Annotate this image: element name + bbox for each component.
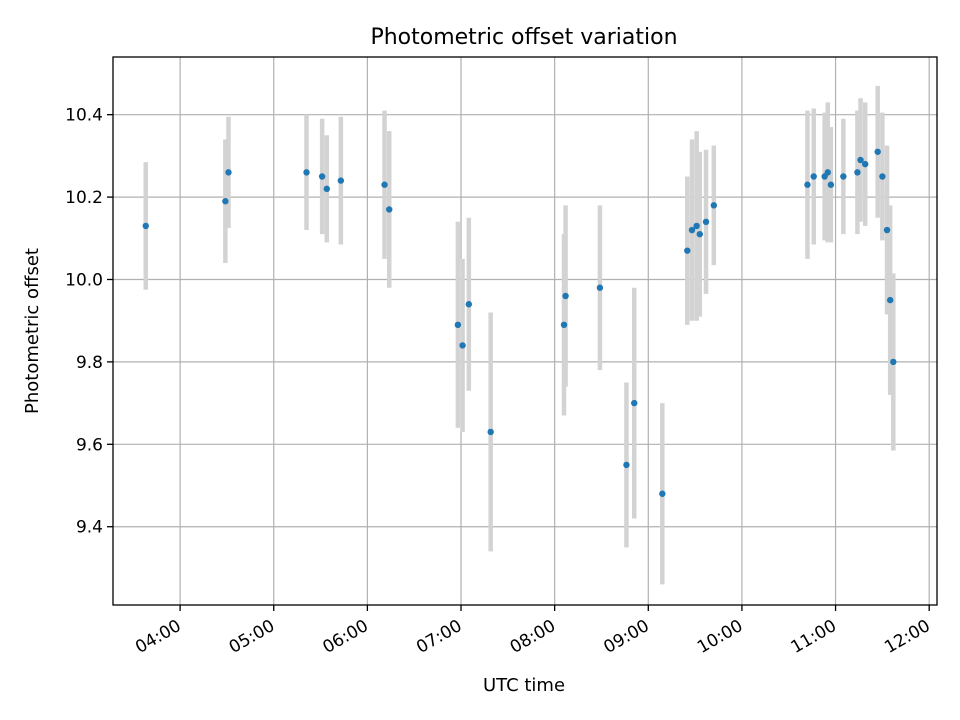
y-tick-label: 9.4 [76,518,103,538]
x-tick-label: 11:00 [788,616,840,658]
data-point [381,181,388,188]
data-point [454,321,462,329]
data-point [142,222,149,230]
data-point [874,148,881,155]
data-point [225,169,232,176]
error-bars [143,85,896,585]
x-tick-label: 09:00 [600,616,652,658]
data-point [465,301,473,308]
x-tick-label: 08:00 [507,616,559,658]
data-point [840,173,847,180]
x-axis: 04:00 05:00 06:00 07:00 08:00 09:00 10:00 11:00… [132,605,934,658]
data-point [560,321,568,329]
x-tick-label: 05:00 [226,616,278,658]
data-point [890,358,897,366]
x-tick-label: 12:00 [881,616,933,658]
data-point [883,226,891,234]
data-point [857,156,864,164]
y-tick-label: 10.2 [65,188,103,208]
x-tick-label: 06:00 [319,616,371,658]
data-point [318,173,326,180]
data-point [631,399,638,407]
data-point [459,342,466,349]
data-point [596,284,604,291]
chart-title: Photometric offset variation [370,25,677,50]
data-point [684,247,691,254]
data-point [386,206,393,213]
data-point [693,222,700,230]
y-axis-label: Photometric offset [22,248,43,414]
data-point [323,185,331,193]
data-point [623,461,630,469]
data-point [804,181,811,188]
data-point [659,490,666,497]
data-point [222,198,229,205]
data-point [862,160,869,168]
data-point [303,169,310,176]
data-point [562,292,569,300]
x-tick-label: 04:00 [132,616,184,658]
data-point [337,177,345,184]
data-point [886,296,894,304]
data-point [688,226,696,234]
y-tick-label: 10.4 [65,106,103,126]
data-point [710,202,718,209]
data-point [824,169,831,176]
data-point [487,428,494,436]
data-point [827,181,835,188]
y-tick-label: 10.0 [65,270,103,290]
y-axis: 9.4 9.6 9.8 10.0 10.2 10.4 [65,106,113,538]
data-points [142,148,897,497]
data-point [702,218,710,226]
y-tick-label: 9.8 [76,353,103,373]
grid [113,57,937,605]
y-tick-label: 9.6 [76,435,103,455]
plot-frame [112,56,938,606]
data-point [879,173,886,180]
x-tick-label: 10:00 [694,616,746,658]
x-axis-label: UTC time [483,675,565,696]
data-point [696,230,703,238]
data-point [854,169,861,176]
x-tick-label: 07:00 [413,616,465,658]
data-point [810,173,817,180]
